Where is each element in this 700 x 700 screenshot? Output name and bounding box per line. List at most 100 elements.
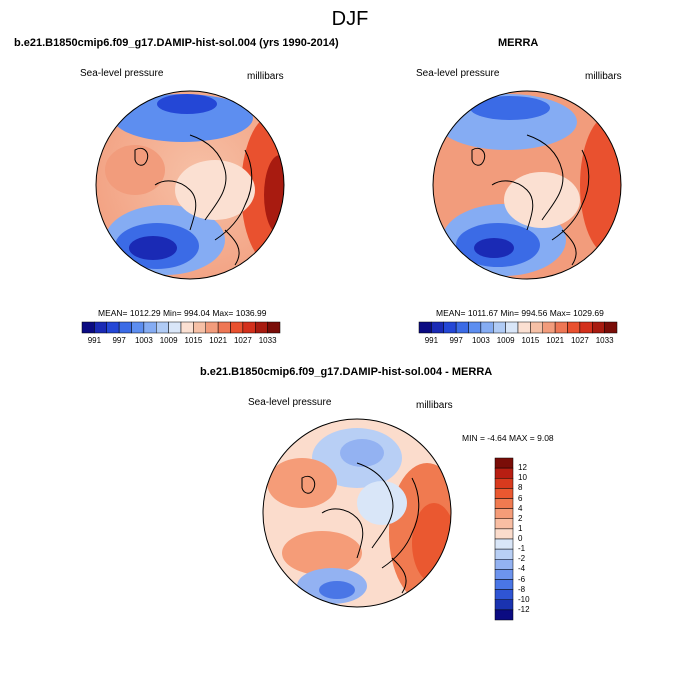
panel3-colorbar-box <box>494 538 514 550</box>
panel2-colorbar-box <box>554 321 568 334</box>
panel3-colorbar-box <box>494 528 514 540</box>
panel1-colorbar-tick-label: 1015 <box>184 336 203 345</box>
panel3-colorbar-box <box>494 548 514 560</box>
panel2-colorbar <box>418 321 618 334</box>
panel3-colorbar-box <box>494 488 514 499</box>
panel3-colorbar-box <box>494 599 514 611</box>
panel3-colorbar-tick-label: -2 <box>518 554 526 564</box>
panel1-stats: MEAN= 1012.29 Min= 994.04 Max= 1036.99 <box>98 308 267 318</box>
panel3-colorbar-tick-label: 12 <box>518 463 527 473</box>
panel1-colorbar-box <box>193 321 206 334</box>
panel2-colorbar-tick-label: 991 <box>424 336 439 345</box>
panel2-polar-map <box>432 90 622 280</box>
panel2-colorbar-tick-label: 1015 <box>521 336 540 345</box>
panel3-colorbar-box <box>494 518 514 530</box>
panel2-colorbar-box <box>418 321 432 334</box>
panel3-colorbar-box <box>494 467 514 479</box>
panel2-variable-label: Sea-level pressure <box>416 68 500 79</box>
panel3-colorbar-tick-label: 6 <box>518 493 523 503</box>
panel3-colorbar <box>494 457 514 621</box>
panel1-colorbar-box <box>106 321 120 334</box>
panel2-colorbar-box <box>592 321 605 334</box>
panel1-colorbar-box <box>230 321 244 334</box>
panel3-title: b.e21.B1850cmip6.f09_g17.DAMIP-hist-sol.… <box>200 366 493 378</box>
panel2-colorbar-box <box>431 321 444 334</box>
panel2-colorbar-box <box>604 321 618 334</box>
panel1-polar-map <box>95 90 285 280</box>
panel1-colorbar-tick-label: 1003 <box>134 336 153 345</box>
panel2-colorbar-box <box>542 321 556 334</box>
panel3-colorbar-tick-label: -4 <box>518 564 526 574</box>
panel2-title: MERRA <box>498 37 539 49</box>
panel3-units-label: millibars <box>416 400 453 411</box>
panel1-colorbar-tick-label: 997 <box>112 336 126 345</box>
panel1-colorbar-box <box>217 321 231 334</box>
panel3-colorbar-box <box>494 589 514 600</box>
panel3-colorbar-tick-label: -6 <box>518 574 526 584</box>
panel1-colorbar-box <box>81 321 95 334</box>
panel3-colorbar-ticks: 12 10 8 6 4 2 1 0 -1 -2 -4 -6 -8 -10 -12 <box>518 458 548 620</box>
panel2-colorbar-box <box>530 321 543 334</box>
panel1-colorbar-box <box>242 321 256 334</box>
panel2-units-label: millibars <box>585 71 622 82</box>
panel2-colorbar-box <box>505 321 519 334</box>
panel3-colorbar-box <box>494 609 514 621</box>
panel1-colorbar-box <box>180 321 194 334</box>
panel3-stats: MIN = -4.64 MAX = 9.08 <box>462 433 554 443</box>
panel2-stats: MEAN= 1011.67 Min= 994.56 Max= 1029.69 <box>436 308 604 318</box>
panel3-colorbar-box <box>494 457 514 469</box>
panel1-colorbar-tick-label: 1027 <box>233 336 252 345</box>
panel1-title: b.e21.B1850cmip6.f09_g17.DAMIP-hist-sol.… <box>14 37 339 49</box>
panel3-colorbar-tick-label: 1 <box>518 523 523 533</box>
panel2-colorbar-box <box>567 321 581 334</box>
panel1-colorbar-box <box>143 321 157 334</box>
panel2-colorbar-box <box>468 321 482 334</box>
panel3-colorbar-box <box>494 478 514 489</box>
panel1-colorbar-box <box>94 321 107 334</box>
panel1-colorbar-ticks: 991 997 1003 1009 1015 1021 1027 1033 <box>82 336 280 348</box>
panel3-colorbar-box <box>494 508 514 519</box>
panel3-variable-label: Sea-level pressure <box>248 397 332 408</box>
panel3-polar-map <box>262 418 452 608</box>
panel3-colorbar-box <box>494 579 514 590</box>
panel3-colorbar-tick-label: 10 <box>518 473 527 483</box>
panel3-colorbar-tick-label: -10 <box>518 594 530 604</box>
panel3-colorbar-tick-label: 4 <box>518 503 523 513</box>
panel3-colorbar-tick-label: 8 <box>518 483 523 493</box>
panel1-colorbar-tick-label: 1021 <box>209 336 228 345</box>
panel1-units-label: millibars <box>247 71 284 82</box>
panel3-colorbar-tick-label: -8 <box>518 584 526 594</box>
panel3-colorbar-box <box>494 498 514 509</box>
panel1-colorbar <box>81 321 281 334</box>
panel2-colorbar-ticks: 991 997 1003 1009 1015 1021 1027 1033 <box>419 336 617 348</box>
panel1-colorbar-box <box>205 321 219 334</box>
panel1-colorbar-box <box>118 321 132 334</box>
panel2-colorbar-tick-label: 1021 <box>546 336 565 345</box>
panel2-colorbar-tick-label: 1003 <box>471 336 490 345</box>
panel1-colorbar-tick-label: 1009 <box>159 336 178 345</box>
panel1-colorbar-box <box>255 321 268 334</box>
panel3-colorbar-tick-label: -1 <box>518 544 526 554</box>
panel2-colorbar-tick-label: 1009 <box>496 336 515 345</box>
panel3-colorbar-tick-label: 2 <box>518 513 523 523</box>
panel3-colorbar-tick-label: 0 <box>518 534 523 543</box>
panel2-colorbar-tick-label: 1027 <box>570 336 589 345</box>
panel2-colorbar-tick-label: 997 <box>449 336 463 345</box>
panel2-colorbar-box <box>579 321 593 334</box>
panel2-colorbar-box <box>455 321 469 334</box>
figure-title: DJF <box>331 8 369 30</box>
panel2-colorbar-box <box>493 321 506 334</box>
panel1-colorbar-box <box>131 321 145 334</box>
panel1-colorbar-box <box>156 321 169 334</box>
panel2-colorbar-box <box>480 321 494 334</box>
panel3-colorbar-tick-label: -12 <box>518 604 530 614</box>
panel1-variable-label: Sea-level pressure <box>80 68 164 79</box>
panel1-colorbar-tick-label: 991 <box>87 336 102 345</box>
panel1-colorbar-tick-label: 1033 <box>258 336 277 345</box>
panel3-colorbar-box <box>494 559 514 570</box>
panel2-colorbar-box <box>443 321 457 334</box>
panel2-colorbar-tick-label: 1033 <box>595 336 614 345</box>
panel2-colorbar-box <box>517 321 531 334</box>
panel1-colorbar-box <box>267 321 281 334</box>
panel3-colorbar-box <box>494 569 514 580</box>
